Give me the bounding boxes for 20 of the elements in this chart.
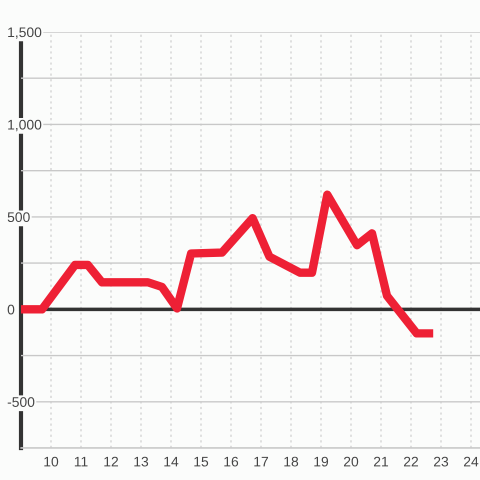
y-tick-label: 1,500: [8, 27, 42, 39]
y-tick-label: 500: [8, 212, 30, 222]
x-tick-label: 15: [194, 456, 208, 467]
x-tick-label: 22: [404, 456, 418, 466]
x-tick-label: 14: [164, 456, 178, 466]
x-tick-label: 20: [344, 456, 358, 467]
x-tick-label: 19: [314, 456, 328, 467]
x-tick-label: 11: [74, 456, 88, 466]
x-tick-label: 16: [224, 456, 238, 467]
x-tick-label: 21: [374, 456, 388, 466]
x-tick-label: 13: [134, 456, 148, 467]
y-tick-label: 1,000: [8, 120, 42, 132]
y-tick-label: 0: [8, 304, 14, 315]
x-tick-label: 12: [104, 456, 118, 466]
x-tick-label: 24: [464, 456, 478, 466]
x-tick-label: 23: [434, 456, 448, 467]
x-tick-label: 18: [284, 456, 298, 467]
x-tick-label: 10: [44, 456, 58, 467]
y-tick-label: -500: [8, 397, 34, 407]
x-tick-label: 17: [254, 456, 268, 466]
